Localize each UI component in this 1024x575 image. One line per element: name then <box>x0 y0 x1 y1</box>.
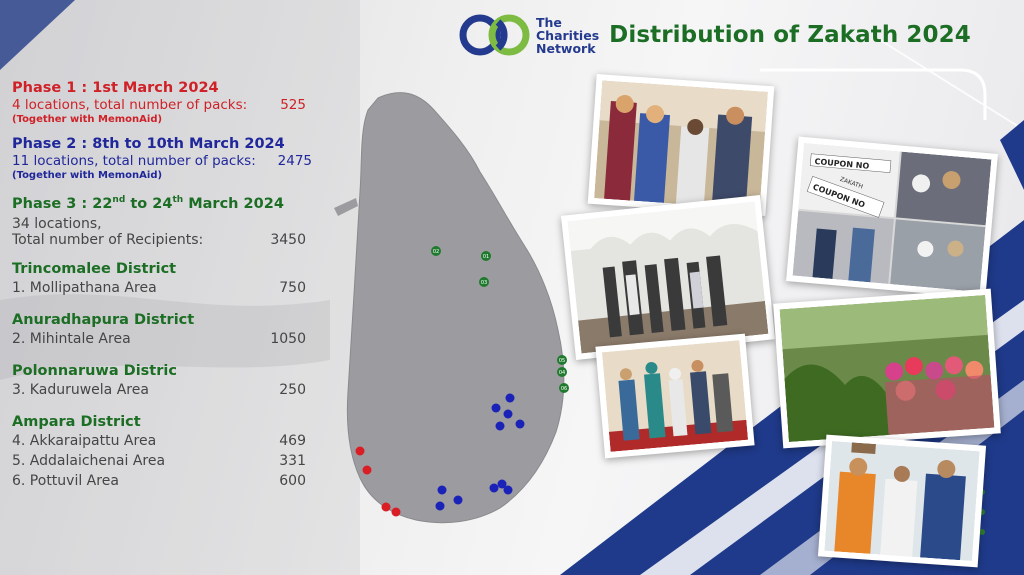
district-title: Anuradhapura District <box>12 311 195 328</box>
phase-2: Phase 2 : 8th to 10th March 2024 11 loca… <box>12 136 312 182</box>
phase-2-sub: (Together with MemonAid) <box>12 170 163 181</box>
district-trincomalee: Trincomalee District 1. Mollipathana Are… <box>12 260 312 298</box>
marker-05: 05 <box>559 358 565 364</box>
phase-1-sub: (Together with MemonAid) <box>12 114 163 125</box>
phase-3-line1: 34 locations, <box>12 215 102 232</box>
area-value: 331 <box>279 452 306 469</box>
phase-3-row: Total number of Recipients: 3450 <box>12 232 312 248</box>
phase-2-value: 2475 <box>277 153 312 169</box>
marker-03: 03 <box>481 280 487 286</box>
marker-06: 06 <box>561 386 567 392</box>
district-title: Ampara District <box>12 413 141 430</box>
logo-text: The Charities Network <box>536 16 599 55</box>
blue-markers <box>435 393 525 511</box>
area-label: 3. Kaduruwela Area <box>12 381 149 398</box>
phase-3-title: Phase 3 : 22nd to 24th March 2024 <box>12 192 312 213</box>
district-area-row: 1. Mollipathana Area 750 <box>12 278 312 298</box>
area-label: 2. Mihintale Area <box>12 330 131 347</box>
district-anuradhapura: Anuradhapura District 2. Mihintale Area … <box>12 311 312 349</box>
phase-1-value: 525 <box>280 97 306 113</box>
phase-1: Phase 1 : 1st March 2024 4 locations, to… <box>12 80 312 126</box>
logo-line2: Charities <box>536 27 600 43</box>
phase-3-title-b: to 24 <box>125 195 173 212</box>
district-title: Trincomalee District <box>12 260 177 277</box>
district-area-row: 4. Akkaraipattu Area 469 <box>12 431 312 451</box>
phase-3-sup-a: nd <box>112 195 126 205</box>
photo-handout <box>595 333 755 459</box>
photo-distribution-1 <box>587 73 775 217</box>
sri-lanka-map: 02 01 03 05 04 06 <box>330 80 590 530</box>
phase-1-title: Phase 1 : 1st March 2024 <box>12 80 219 96</box>
district-title: Polonnaruwa Distric <box>12 362 177 379</box>
phase-2-row: 11 locations, total number of packs: 247… <box>12 153 312 169</box>
phase-1-row: 4 locations, total number of packs: 525 <box>12 97 312 113</box>
area-value: 250 <box>279 381 306 398</box>
photo-crowd <box>773 288 1001 449</box>
area-label: 5. Addalaichenai Area <box>12 452 166 469</box>
district-area-row: 3. Kaduruwela Area 250 <box>12 380 312 400</box>
phase-2-title: Phase 2 : 8th to 10th March 2024 <box>12 136 285 152</box>
marker-04: 04 <box>559 370 565 376</box>
marker-02: 02 <box>433 249 439 255</box>
district-area-row: 6. Pottuvil Area 600 <box>12 471 312 491</box>
district-ampara: Ampara District 4. Akkaraipattu Area 469… <box>12 413 312 491</box>
phase-3: Phase 3 : 22nd to 24th March 2024 34 loc… <box>12 192 312 248</box>
area-value: 600 <box>279 472 306 489</box>
phase-2-label: 11 locations, total number of packs: <box>12 153 256 169</box>
photo-coupon-check <box>817 434 987 568</box>
header: The Charities Network Distribution of Za… <box>458 12 971 58</box>
phase-3-value: 3450 <box>270 231 306 248</box>
area-value: 1050 <box>270 330 306 347</box>
details-panel: Phase 1 : 1st March 2024 4 locations, to… <box>12 80 312 504</box>
phase-3-sup-b: th <box>172 195 184 205</box>
area-label: 6. Pottuvil Area <box>12 472 119 489</box>
phase-1-label: 4 locations, total number of packs: <box>12 97 248 113</box>
area-value: 750 <box>279 279 306 296</box>
area-label: 1. Mollipathana Area <box>12 279 157 296</box>
phase-3-label: Total number of Recipients: <box>12 231 204 248</box>
phase-3-title-a: Phase 3 : 22 <box>12 195 113 212</box>
phase-3-title-c: March 2024 <box>183 195 284 212</box>
island-shape <box>346 92 565 524</box>
area-label: 4. Akkaraipattu Area <box>12 432 157 449</box>
green-markers: 02 01 03 05 04 06 <box>431 246 569 393</box>
logo-line1: The <box>536 14 562 30</box>
charities-network-logo-icon <box>459 14 530 56</box>
area-value: 469 <box>279 432 306 449</box>
logo-line3: Network <box>536 40 596 56</box>
photo-queue <box>560 194 776 361</box>
page-title: Distribution of Zakath 2024 <box>609 22 971 48</box>
red-markers <box>355 446 401 517</box>
district-polonnaruwa: Polonnaruwa Distric 3. Kaduruwela Area 2… <box>12 362 312 400</box>
district-area-row: 2. Mihintale Area 1050 <box>12 329 312 349</box>
marker-01: 01 <box>483 254 489 260</box>
photo-coupons: COUPON NO COUPON NO ZAKATH <box>786 136 998 299</box>
district-area-row: 5. Addalaichenai Area 331 <box>12 451 312 471</box>
